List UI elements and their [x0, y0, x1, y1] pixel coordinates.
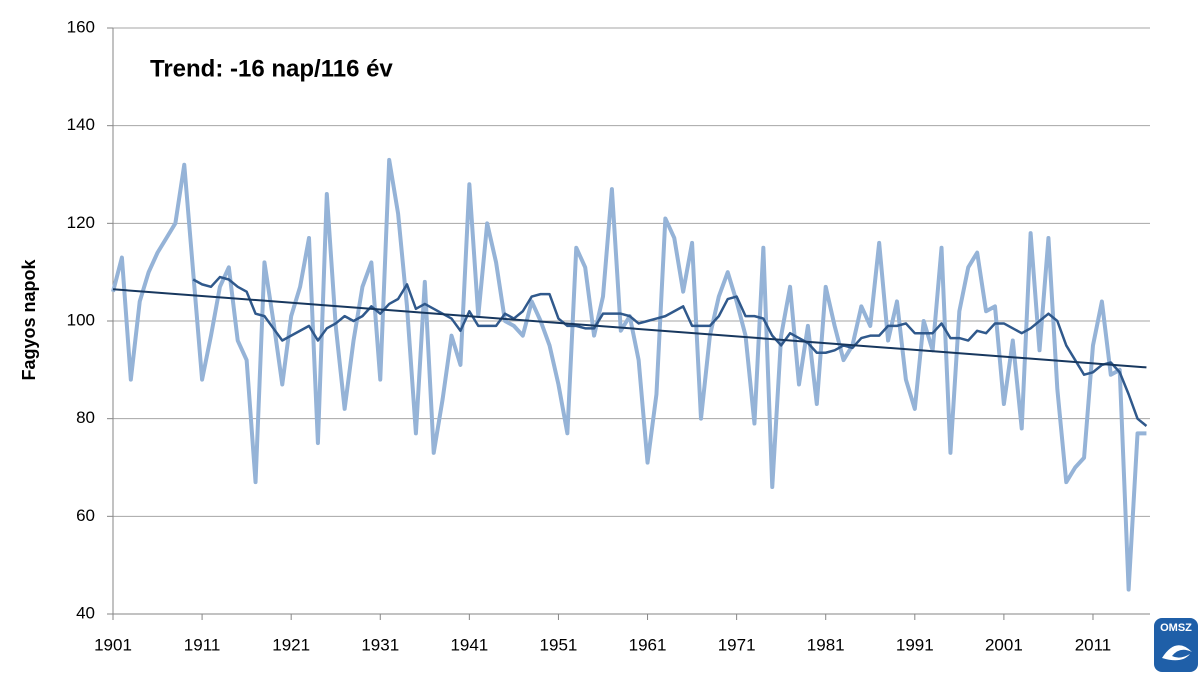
- y-tick-label: 140: [67, 115, 95, 134]
- data-line: [111, 157, 1147, 592]
- x-tick-label: 1901: [94, 635, 132, 654]
- x-tick-label: 1971: [718, 635, 756, 654]
- y-tick-label: 100: [67, 310, 95, 329]
- x-tick-label: 1941: [450, 635, 488, 654]
- x-tick-label: 1951: [540, 635, 578, 654]
- y-tick-label: 60: [76, 506, 95, 525]
- x-tick-label: 1981: [807, 635, 845, 654]
- x-tick-label: 2001: [985, 635, 1023, 654]
- y-tick-label: 120: [67, 213, 95, 232]
- x-tick-label: 1911: [184, 635, 221, 654]
- y-tick-label: 40: [76, 603, 95, 622]
- x-tick-label: 1991: [896, 635, 934, 654]
- y-tick-label: 80: [76, 408, 95, 427]
- x-tick-label: 1961: [629, 635, 667, 654]
- logo-text: OMSZ: [1160, 622, 1192, 634]
- logo-wave: [1162, 645, 1192, 661]
- annotation: Trend: -16 nap/116 év: [150, 55, 393, 82]
- data-line: [112, 288, 1147, 369]
- x-tick-label: 1921: [272, 635, 310, 654]
- y-tick-label: 160: [67, 17, 95, 36]
- x-tick-label: 2011: [1075, 635, 1112, 654]
- data-line: [192, 275, 1148, 427]
- x-tick-label: 1931: [361, 635, 399, 654]
- y-axis-label: Fagyos napok: [19, 259, 39, 381]
- logo: OMSZ: [1154, 618, 1198, 672]
